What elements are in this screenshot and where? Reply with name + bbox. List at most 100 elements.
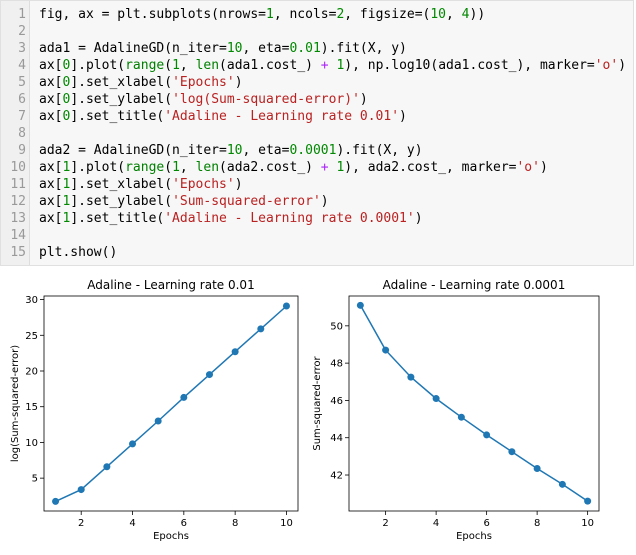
y-tick-label: 42	[330, 471, 343, 482]
code-token: ax[	[39, 75, 63, 90]
code-line[interactable]: 8	[1, 125, 631, 142]
output-area: Adaline - Learning rate 0.01 2 4 6 8 10 5 10 15 2…	[0, 266, 636, 551]
code-token: ].set_ylabel(	[70, 194, 173, 209]
y-axis-label: Sum-squared-error	[312, 355, 323, 450]
y-tick-label: 44	[330, 433, 343, 444]
code-token: ].set_ylabel(	[70, 92, 173, 107]
code-token: 10	[226, 143, 243, 158]
y-tick-label: 20	[25, 367, 38, 378]
x-tick-label: 10	[280, 518, 293, 529]
code-token: 'Adaline - Learning rate 0.01'	[164, 109, 400, 124]
data-point	[205, 371, 213, 379]
data-point	[180, 393, 188, 401]
y-tick-label: 50	[330, 321, 343, 332]
code-token: ].set_xlabel(	[70, 75, 173, 90]
code-line[interactable]: 13 ax[1].set_title('Adaline - Learning ra…	[1, 210, 631, 227]
x-tick-label: 4	[433, 518, 439, 529]
code-token: 0.0001	[289, 143, 337, 158]
code-token: 1	[62, 211, 71, 226]
line-number: 11	[10, 177, 26, 192]
code-token: 1	[172, 58, 180, 73]
line-number: 7	[18, 109, 26, 124]
code-token: (	[164, 160, 173, 175]
data-point	[483, 431, 491, 439]
line-number: 13	[10, 211, 26, 226]
code-line[interactable]: 5 ax[0].set_xlabel('Epochs')	[1, 74, 631, 91]
code-token: , ncols=	[273, 7, 337, 22]
code-line[interactable]: 15 plt.show()	[1, 244, 631, 261]
code-text: ax[1].plot(range(1, len(ada2.cost_) + 1)…	[39, 159, 548, 176]
line-number: 6	[18, 92, 26, 107]
line-number-gutter	[1, 1, 30, 265]
code-token: 1	[336, 160, 345, 175]
y-tick-label: 48	[330, 359, 343, 370]
code-token: 'Epochs'	[172, 177, 235, 192]
code-token: len	[195, 160, 220, 175]
code-token: ada1 = AdalineGD(n_iter=	[39, 41, 227, 56]
code-text: ada1 = AdalineGD(n_iter=10, eta=0.01).fi…	[39, 40, 407, 57]
code-token: 'log(Sum-squared-error)'	[172, 92, 360, 107]
code-cell[interactable]: 1 fig, ax = plt.subplots(nrows=1, ncols=2…	[0, 0, 634, 266]
code-token: 'Sum-squared-error'	[172, 194, 321, 209]
code-token: ada2 = AdalineGD(n_iter=	[39, 143, 227, 158]
code-token: 1	[62, 177, 71, 192]
code-line[interactable]: 6 ax[0].set_ylabel('log(Sum-squared-error…	[1, 91, 631, 108]
line-number: 12	[10, 194, 26, 209]
data-point	[231, 348, 239, 356]
data-point	[257, 325, 265, 333]
x-tick-label: 6	[181, 518, 187, 529]
code-line[interactable]: 11 ax[1].set_xlabel('Epochs')	[1, 176, 631, 193]
line-number: 14	[10, 228, 26, 243]
code-token: 4	[461, 7, 470, 22]
code-text: fig, ax = plt.subplots(nrows=1, ncols=2,…	[39, 6, 485, 23]
code-token: 'o'	[594, 58, 619, 73]
code-line[interactable]: 3 ada1 = AdalineGD(n_iter=10, eta=0.01).f…	[1, 40, 631, 57]
axes-frame	[43, 295, 299, 512]
line-number: 4	[18, 58, 26, 73]
series-line	[55, 305, 287, 503]
code-token: , eta=	[242, 143, 290, 158]
code-token: 1	[172, 160, 180, 175]
data-point	[508, 448, 516, 456]
code-token: (ada1.cost_)	[219, 58, 321, 73]
y-tick-label: 15	[25, 402, 38, 413]
code-token: (ada2.cost_)	[219, 160, 321, 175]
y-axis-label: log(Sum-squared-error)	[10, 345, 21, 462]
code-token: ax[	[39, 160, 63, 175]
y-tick-label: 25	[25, 331, 38, 342]
chart-1: Adaline - Learning rate 0.01 2 4 6 8 10 5 10 15 2…	[10, 278, 299, 542]
line-number: 5	[18, 75, 26, 90]
code-line[interactable]: 4 ax[0].plot(range(1, len(ada1.cost_) + 1…	[1, 57, 631, 74]
code-token: ax[	[39, 109, 63, 124]
code-token: )	[234, 75, 243, 90]
code-token: ))	[469, 7, 486, 22]
code-line[interactable]: 7 ax[0].set_title('Adaline - Learning rat…	[1, 108, 631, 125]
code-line[interactable]: 10 ax[1].plot(range(1, len(ada2.cost_) + …	[1, 159, 631, 176]
code-token: 1	[62, 160, 71, 175]
code-token: 1	[62, 194, 71, 209]
code-line[interactable]: 2	[1, 23, 631, 40]
line-number: 10	[10, 160, 26, 175]
data-point	[457, 413, 465, 421]
figure: Adaline - Learning rate 0.012 4 6 8 10510152…	[10, 278, 600, 542]
code-token: ).fit(X, y)	[320, 41, 407, 56]
code-line[interactable]: 12 ax[1].set_ylabel('Sum-squared-error')	[1, 193, 631, 210]
code-line[interactable]: 14	[1, 227, 631, 244]
x-tick-label: 2	[78, 518, 84, 529]
code-token: 1	[336, 58, 345, 73]
x-axis-label: Epochs	[456, 531, 492, 542]
code-text: ax[1].set_xlabel('Epochs')	[39, 176, 243, 193]
y-tick-label: 30	[25, 295, 38, 306]
data-point	[52, 497, 60, 505]
code-token: 0	[62, 109, 71, 124]
code-line[interactable]: 1 fig, ax = plt.subplots(nrows=1, ncols=2…	[1, 6, 631, 23]
x-tick-label: 10	[581, 518, 594, 529]
code-token: range	[125, 160, 165, 175]
code-token: 10	[226, 41, 243, 56]
code-line[interactable]: 9 ada2 = AdalineGD(n_iter=10, eta=0.0001)…	[1, 142, 631, 159]
code-token: ,	[179, 58, 196, 73]
code-token: ].set_title(	[70, 211, 165, 226]
axes-frame	[348, 295, 600, 512]
y-tick-label: 46	[330, 396, 343, 407]
code-token: ax[	[39, 58, 63, 73]
